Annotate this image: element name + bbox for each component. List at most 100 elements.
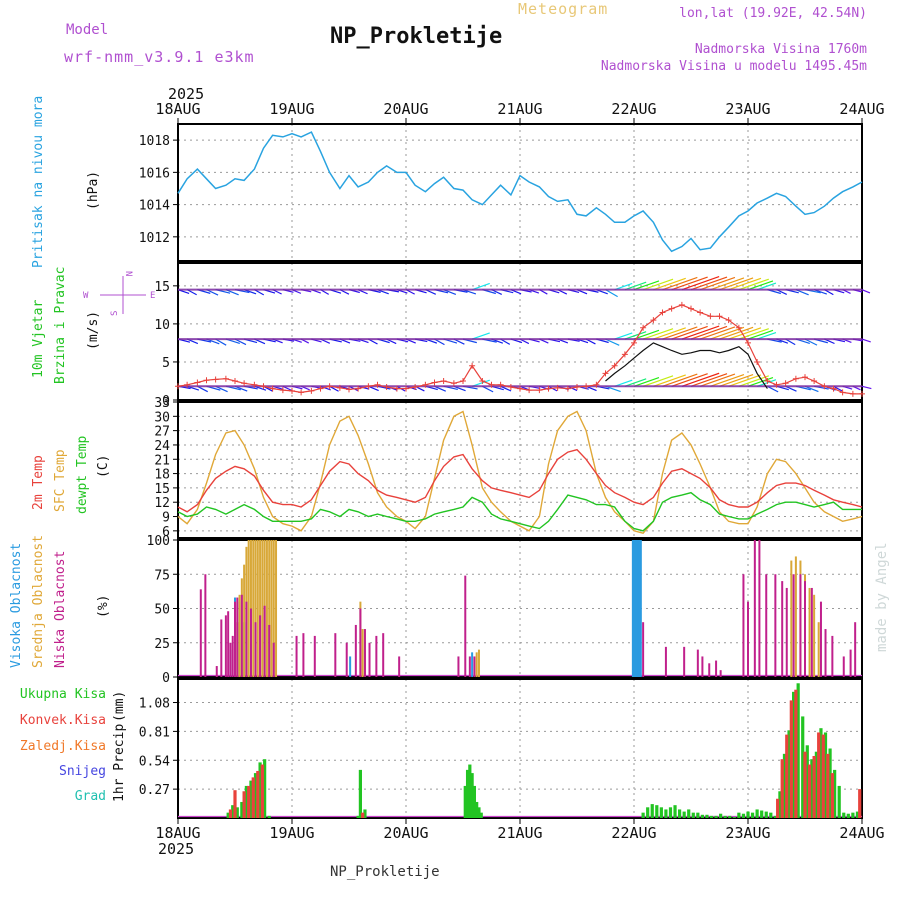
wind-speed-marker [279,387,286,394]
x-tick-label-top: 22AUG [611,100,656,118]
cloud-bar [696,649,699,677]
cloud-bar [234,601,236,677]
cloud-bar [799,574,802,677]
wind-speed-marker [745,339,751,346]
wind-speed-marker [308,387,315,394]
wind-speed-marker [497,381,504,388]
x-tick-label-bottom: 24AUG [839,824,884,842]
precip-bar [477,807,481,818]
precip-bar [773,815,777,818]
wind-speed-marker [839,389,846,396]
wind-speed-marker [326,383,333,390]
wind-frame [177,262,863,401]
precip-bar [244,785,248,818]
wind-speed-marker [440,377,447,384]
cloud-bar [831,635,834,677]
precip-bar [796,683,800,818]
wind-barb [719,326,754,340]
wind-barb [614,332,633,340]
wind-barb [471,332,490,340]
wind-barb [690,325,728,340]
temperature-ytick-label: 33 [154,396,170,411]
cloud-bar [361,629,364,677]
precip-bar [673,805,677,818]
precip-ytick-label: 0.27 [139,783,170,798]
cloud-bar [227,611,230,677]
cloud-bar [715,660,718,677]
precip-bar [732,816,736,818]
wind-speed-marker [754,358,761,365]
cloud-bar [349,656,352,677]
wind-speed-marker [289,387,295,394]
wind-barb [614,379,633,387]
precip-bar [810,759,814,818]
wind-speed-marker [194,379,201,386]
cloud-bar [774,574,777,677]
cloud-bar [631,540,634,677]
precip-legend: Ukupna Kisa Konvek.Kisa Zaledj.Kisa Snij… [20,687,106,804]
precip-bar [778,791,782,818]
wind-barb [671,373,708,387]
wind-barb [671,325,708,340]
wind-speed-marker [507,384,514,391]
cloud-bar [457,656,460,677]
precip-ytick-label: 0.54 [139,754,170,769]
wind-speed-marker [431,379,438,386]
wind-barb [471,379,490,387]
precip-bar [682,811,686,818]
precip-bar [475,801,479,818]
cloud-bar [638,540,641,677]
cloud-bar [468,656,471,677]
wind-speed-marker [403,385,409,392]
cloud-bar [220,619,223,677]
x-tick-label-top: 24AUG [839,100,884,118]
cloud-bar [842,656,845,677]
clouds-frame [177,539,863,678]
clouds-ytick-label: 100 [147,534,170,549]
cloud-bar [313,635,316,677]
wind-barb [681,276,720,291]
wind-speed-marker [488,381,495,388]
precip-bar [709,815,714,818]
cloud-bar [642,622,645,677]
temperature-ytick-label: 12 [154,496,170,511]
wind-speed-marker [830,385,837,392]
precip-bar [823,732,828,818]
wind-barb [671,276,708,291]
cloud-bar [849,649,852,677]
wind-barb [699,326,736,340]
precip-bar [691,812,695,818]
wind-speed-marker [526,387,533,394]
precip-bar [782,753,787,818]
temperature-ytick-label: 21 [154,453,170,468]
cloud-bar [261,540,264,677]
wind-barb [861,289,871,294]
wind-speed-marker [707,313,714,320]
wind-speed-marker [554,384,561,391]
sfc-temp-line [177,410,863,534]
cloud-bar [254,540,257,677]
wind-speed-marker [716,313,723,320]
wind-speed-marker [602,370,609,377]
wind-barb [710,326,745,340]
cloud-bar [295,635,298,677]
compass-rose: N S W E [83,271,155,316]
dewpt-temp-line [177,491,862,532]
wind-speed-marker [621,351,628,358]
pressure-panel: 1012 1014 1016 1018 [139,123,863,262]
cloud-bar [259,540,262,677]
cloud-bar [224,615,227,677]
cloud-bar [742,574,745,677]
wind-barb [642,375,674,387]
precip-bar [258,762,262,818]
precip-bar [803,751,807,818]
legend-conv-rain: Konvek.Kisa [20,713,106,728]
cloud-bar [398,656,401,677]
cloud-bar [813,594,816,677]
precip-bar [805,745,809,818]
precip-bar [801,716,805,818]
precip-bar [807,764,812,818]
cloud-bar [265,540,268,677]
temperature-ytick-label: 18 [154,468,170,483]
cloud-bar [245,601,248,677]
